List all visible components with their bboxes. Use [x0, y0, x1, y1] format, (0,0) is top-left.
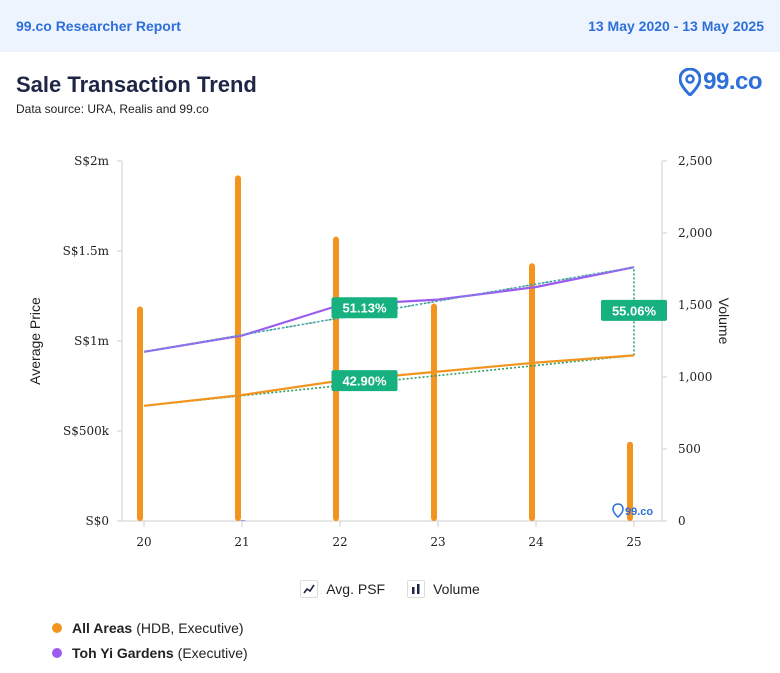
x-tick-label: 21	[234, 535, 249, 549]
left-tick-label: S$2m	[74, 154, 109, 168]
legend-dot-toh-yi-gardens	[52, 648, 62, 658]
trend-line-overlay	[143, 266, 635, 353]
data-source-text: Data source: URA, Realis and 99.co	[16, 102, 209, 116]
legend-item-toh-yi-gardens[interactable]: Toh Yi Gardens (Executive)	[52, 645, 248, 661]
growth-label-box	[331, 297, 398, 319]
volume-bar	[529, 263, 535, 521]
y-axis-title: Average Price	[27, 297, 43, 385]
brand-logo: 99.co	[679, 68, 762, 96]
x-tick-label: 25	[626, 535, 641, 549]
watermark-pin-icon	[612, 503, 624, 518]
legend-dot-all-areas	[52, 623, 62, 633]
chart-title: Sale Transaction Trend	[16, 72, 257, 97]
legend-detail-toh-yi-gardens: (Executive)	[177, 645, 248, 661]
sale-transaction-chart: S$0 S$500k S$1m S$1.5m S$2m 0 500 1,000 1,500 2,0…	[27, 154, 732, 549]
right-tick-label: 0	[678, 514, 686, 528]
legend-detail-all-areas: (HDB, Executive)	[136, 620, 244, 636]
x-tick-label: 23	[430, 535, 445, 549]
volume-bar	[137, 306, 143, 521]
legend-name-all-areas: All Areas	[72, 620, 133, 636]
right-tick-label: 1,500	[678, 298, 712, 312]
x-tick-label: 22	[332, 535, 347, 549]
report-name: 99.co Researcher Report	[16, 18, 181, 34]
left-tick-label: S$0	[86, 514, 110, 528]
growth-label-box	[331, 370, 398, 392]
toggle-volume-label: Volume	[433, 581, 480, 597]
volume-bar	[235, 175, 241, 521]
toggle-volume[interactable]: Volume	[407, 580, 480, 598]
growth-label-box	[601, 299, 667, 321]
chart-toggles: Avg. PSF Volume	[0, 580, 780, 598]
y2-axis-title: Volume	[716, 298, 732, 345]
left-tick-label: S$1.5m	[63, 244, 110, 258]
watermark-text: 99.co	[625, 506, 653, 518]
location-pin-icon	[679, 68, 702, 96]
toggle-avg-psf[interactable]: Avg. PSF	[300, 580, 385, 598]
toggle-avg-psf-label: Avg. PSF	[326, 581, 386, 597]
growth-label: 55.06%	[612, 303, 657, 318]
line-chart-icon	[300, 580, 319, 598]
legend-item-all-areas[interactable]: All Areas (HDB, Executive)	[52, 620, 248, 636]
legend-name-toh-yi-gardens: Toh Yi Gardens	[72, 645, 174, 661]
growth-label: 42.90%	[342, 374, 387, 389]
left-tick-label: S$1m	[74, 334, 109, 348]
x-tick-label: 20	[136, 535, 151, 549]
volume-bar	[240, 520, 246, 521]
right-tick-label: 1,000	[678, 370, 712, 384]
date-range: 13 May 2020 - 13 May 2025	[588, 18, 764, 34]
volume-bar	[627, 441, 633, 521]
right-tick-label: 2,000	[678, 226, 712, 240]
right-tick-label: 2,500	[678, 154, 712, 168]
logo-text: 99.co	[703, 68, 762, 95]
bar-chart-icon	[407, 580, 426, 598]
series-legend: All Areas (HDB, Executive) Toh Yi Garden…	[52, 620, 248, 670]
left-tick-label: S$500k	[63, 424, 110, 438]
right-tick-label: 500	[678, 442, 701, 456]
growth-label: 51.13%	[342, 301, 387, 316]
report-header: 99.co Researcher Report 13 May 2020 - 13…	[0, 0, 780, 52]
volume-bar	[431, 303, 437, 521]
x-tick-label: 24	[528, 535, 544, 549]
